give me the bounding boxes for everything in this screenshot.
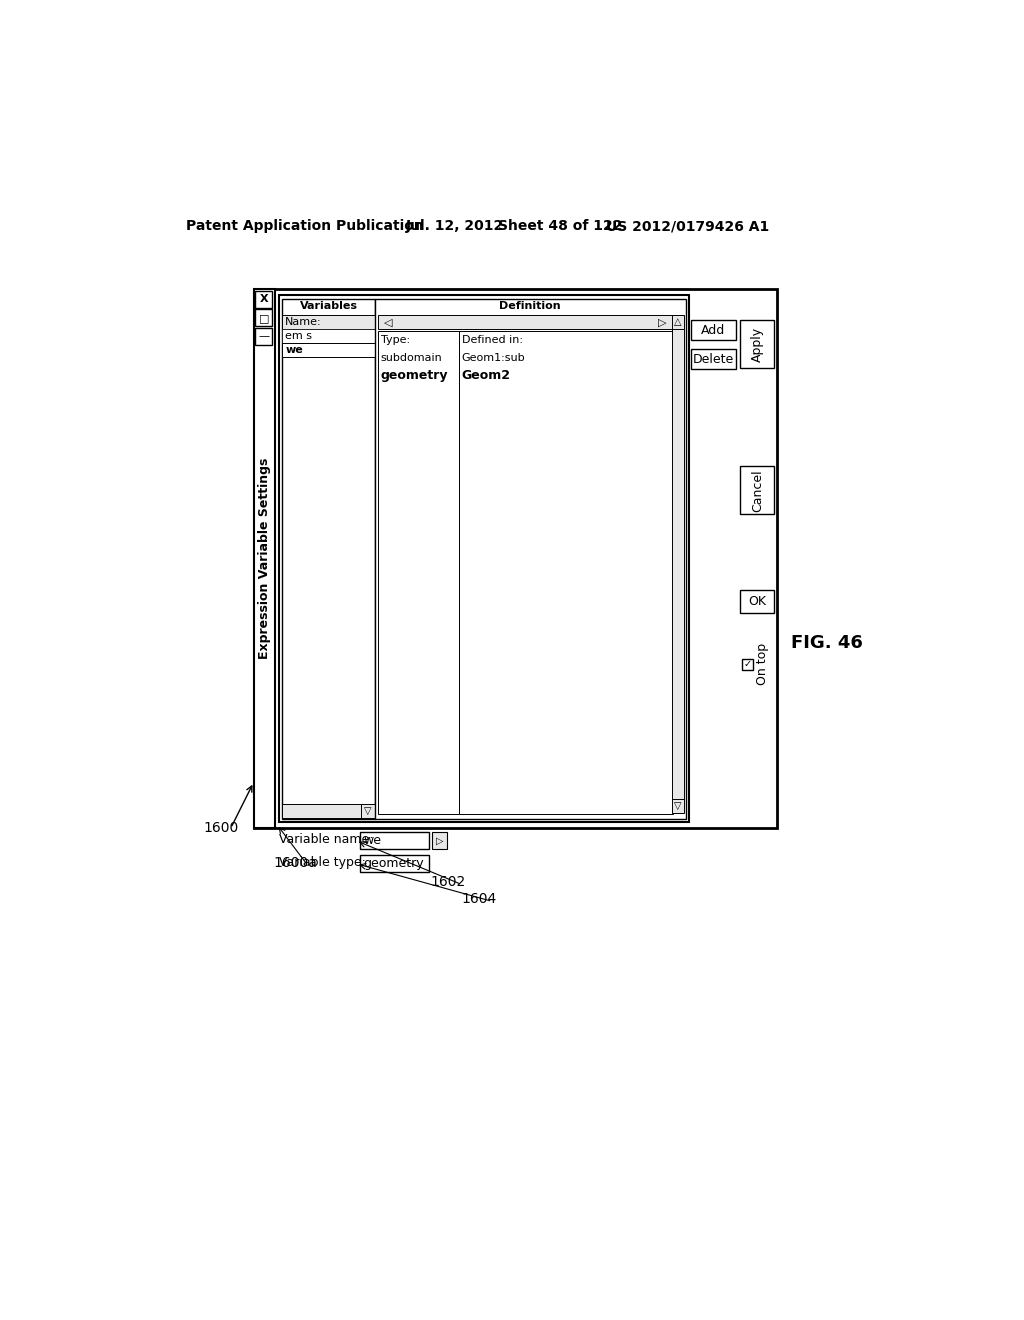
Text: US 2012/0179426 A1: US 2012/0179426 A1 <box>605 219 769 234</box>
Text: On top: On top <box>756 643 769 685</box>
Text: Expression Variable Settings: Expression Variable Settings <box>258 458 271 660</box>
Text: 1600: 1600 <box>204 821 239 836</box>
Bar <box>283 343 375 358</box>
Text: we: we <box>286 345 303 355</box>
Text: ▽: ▽ <box>674 801 682 810</box>
Bar <box>740 590 774 612</box>
Text: Delete: Delete <box>693 352 734 366</box>
Text: X: X <box>259 294 268 305</box>
Text: em s: em s <box>286 331 312 342</box>
Text: Definition: Definition <box>500 301 561 312</box>
Bar <box>459 331 674 814</box>
Text: 1600a: 1600a <box>273 855 316 870</box>
Text: △: △ <box>674 317 682 327</box>
Text: geometry: geometry <box>364 857 424 870</box>
Bar <box>740 466 774 515</box>
Text: we: we <box>364 834 381 847</box>
Text: ▷: ▷ <box>435 836 443 846</box>
Text: ▷: ▷ <box>658 317 667 327</box>
Bar <box>254 289 777 829</box>
Text: Geom2: Geom2 <box>462 370 511 381</box>
Bar <box>280 296 689 822</box>
Bar <box>255 309 272 326</box>
Text: □: □ <box>258 313 269 323</box>
Bar <box>254 289 275 829</box>
Text: Sheet 48 of 122: Sheet 48 of 122 <box>498 219 623 234</box>
Text: Geom1:sub: Geom1:sub <box>462 352 525 363</box>
Bar <box>378 315 674 330</box>
Bar <box>432 832 447 849</box>
Bar <box>672 315 684 330</box>
Bar <box>360 804 375 817</box>
Text: subdomain: subdomain <box>381 352 442 363</box>
Text: Jul. 12, 2012: Jul. 12, 2012 <box>407 219 505 234</box>
Text: Apply: Apply <box>751 326 764 362</box>
Text: Cancel: Cancel <box>751 469 764 512</box>
Text: Variable name:: Variable name: <box>280 833 374 846</box>
Bar <box>360 855 429 873</box>
Text: —: — <box>258 331 269 342</box>
Text: ▽: ▽ <box>364 805 372 816</box>
Text: Defined in:: Defined in: <box>462 335 522 345</box>
Bar <box>672 330 684 799</box>
Text: 1602: 1602 <box>431 875 466 890</box>
Text: Add: Add <box>701 323 726 337</box>
Text: OK: OK <box>749 594 766 607</box>
Text: Variables: Variables <box>299 301 357 312</box>
Text: ✓: ✓ <box>743 659 752 669</box>
Text: geometry: geometry <box>381 370 449 381</box>
Bar <box>283 315 375 330</box>
Bar <box>691 321 736 341</box>
Bar <box>672 799 684 813</box>
Bar <box>375 298 686 818</box>
Bar <box>740 321 774 368</box>
Text: FIG. 46: FIG. 46 <box>792 635 863 652</box>
Bar <box>378 331 459 814</box>
Bar <box>283 298 375 818</box>
Text: 1604: 1604 <box>462 892 497 906</box>
Text: ◁: ◁ <box>384 317 393 327</box>
Bar <box>742 659 753 669</box>
Bar <box>691 350 736 370</box>
Bar <box>283 330 375 343</box>
Bar <box>283 804 360 817</box>
Text: Type:: Type: <box>381 335 410 345</box>
Bar <box>255 327 272 345</box>
Text: Patent Application Publication: Patent Application Publication <box>186 219 424 234</box>
Bar <box>255 290 272 308</box>
Text: Variable type:: Variable type: <box>280 857 366 870</box>
Text: Name:: Name: <box>286 317 322 327</box>
Bar <box>360 832 429 849</box>
